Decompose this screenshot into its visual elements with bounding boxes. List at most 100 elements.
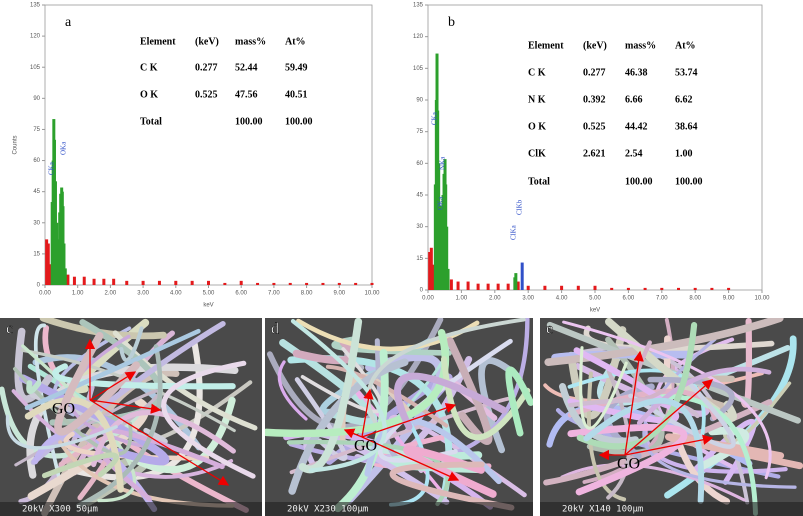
sem-image: 20kV X300 50µm c GO: [0, 318, 262, 516]
table-cell: 1.00: [675, 148, 693, 159]
table-cell: C K: [528, 67, 546, 78]
spectrum-bar: [526, 285, 530, 290]
caption-bar: [0, 502, 262, 516]
table-cell: Total: [140, 116, 162, 127]
panel-label: b: [448, 15, 455, 30]
y-tick-label: 120: [30, 34, 41, 40]
spectrum-bar: [63, 268, 67, 285]
y-tick-label: 105: [413, 66, 424, 72]
spectrum-bar: [520, 262, 524, 290]
spectrum-bar: [543, 285, 547, 290]
fiber: [567, 423, 688, 496]
arrow: [343, 428, 363, 439]
spectrum-bar: [82, 276, 86, 285]
fiber: [586, 371, 627, 502]
x-tick-label: 2.00: [489, 296, 501, 302]
arrow: [361, 388, 374, 438]
arrow: [624, 379, 713, 456]
spectrum-bar: [576, 285, 580, 290]
fiber: [266, 318, 444, 431]
y-tick-label: 75: [416, 129, 423, 135]
fiber: [290, 318, 387, 473]
fiber: [544, 318, 784, 367]
arrow: [361, 403, 457, 438]
spectrum-bar: [476, 283, 480, 290]
table-cell: C K: [140, 62, 158, 73]
arrow: [89, 399, 230, 486]
fibers: [265, 318, 533, 513]
spectrum-bar: [560, 285, 564, 290]
table-cell: 59.49: [285, 62, 308, 73]
peak-label: CKa: [431, 111, 439, 125]
fiber: [698, 426, 750, 471]
arrow: [89, 371, 137, 401]
sem-image: 20kV X140 100µm e GO: [540, 318, 803, 516]
y-tick-label: 45: [416, 193, 423, 199]
peak-label: ClKb: [516, 199, 524, 215]
x-tick-label: 1.00: [456, 296, 468, 302]
table-cell: 100.00: [235, 116, 263, 127]
spectrum-bar: [141, 280, 145, 285]
x-tick-label: 8.00: [301, 291, 313, 297]
spectrum-bar: [66, 274, 70, 285]
fiber: [54, 332, 141, 436]
spectrum-bar: [354, 282, 358, 285]
spectrum-bar: [125, 280, 129, 285]
x-tick-label: 5.00: [203, 291, 215, 297]
spectrum-bar: [610, 287, 614, 290]
y-tick-label: 15: [416, 256, 423, 262]
fiber: [579, 346, 628, 430]
annotation: GO: [52, 401, 75, 418]
peak-label: CKa: [48, 161, 56, 175]
spectrum-bar: [223, 282, 227, 285]
spectrum-bar: [677, 287, 680, 290]
x-tick-label: 0.00: [422, 296, 434, 302]
spectrum-bar: [370, 282, 374, 285]
spectrum-bar: [56, 239, 60, 285]
peak-label: ClKa: [510, 224, 518, 240]
x-tick-label: 7.00: [268, 291, 280, 297]
x-tick-label: 7.00: [656, 296, 668, 302]
table-cell: 52.44: [235, 62, 258, 73]
table-cell: O K: [528, 121, 546, 132]
x-tick-label: 10.00: [754, 296, 770, 302]
spectrum-bar: [207, 280, 210, 285]
spectrum-bar: [516, 281, 520, 290]
spectrum-bar: [272, 282, 276, 285]
table-cell: 100.00: [675, 176, 703, 187]
fiber: [91, 409, 236, 468]
x-axis-label: keV: [203, 303, 213, 309]
spectrum-bar: [445, 226, 449, 290]
x-tick-label: 1.00: [72, 291, 84, 297]
fiber: [41, 452, 119, 479]
panel-label: a: [65, 15, 72, 30]
x-tick-label: 6.00: [235, 291, 247, 297]
table-header: mass%: [235, 36, 266, 47]
spectrum-bar: [62, 243, 66, 285]
table-cell: 0.277: [195, 62, 218, 73]
y-tick-label: 30: [416, 224, 423, 230]
table-cell: 0.392: [583, 94, 606, 105]
fiber: [394, 372, 507, 431]
caption-bar: [265, 502, 533, 516]
fiber: [389, 461, 515, 511]
table-cell: 0.525: [195, 89, 218, 100]
y-tick-label: 75: [33, 127, 40, 133]
spectrum-bar: [449, 279, 453, 290]
y-tick-label: 60: [33, 158, 40, 164]
table-header: (keV): [195, 36, 219, 47]
fiber: [636, 366, 772, 426]
spectrum-bar: [514, 273, 518, 290]
table-cell: N K: [528, 94, 546, 105]
fiber: [277, 360, 308, 421]
panel-label: c: [6, 321, 13, 338]
fiber: [119, 326, 144, 363]
spectrum-bar: [102, 278, 106, 285]
peak-label: OKa: [60, 141, 68, 155]
x-tick-label: 3.00: [137, 291, 149, 297]
x-tick-label: 9.00: [333, 291, 345, 297]
table-cell: 6.62: [675, 94, 693, 105]
fiber: [366, 318, 526, 428]
spectrum-bar: [431, 264, 435, 290]
y-tick-label: 90: [33, 96, 40, 102]
